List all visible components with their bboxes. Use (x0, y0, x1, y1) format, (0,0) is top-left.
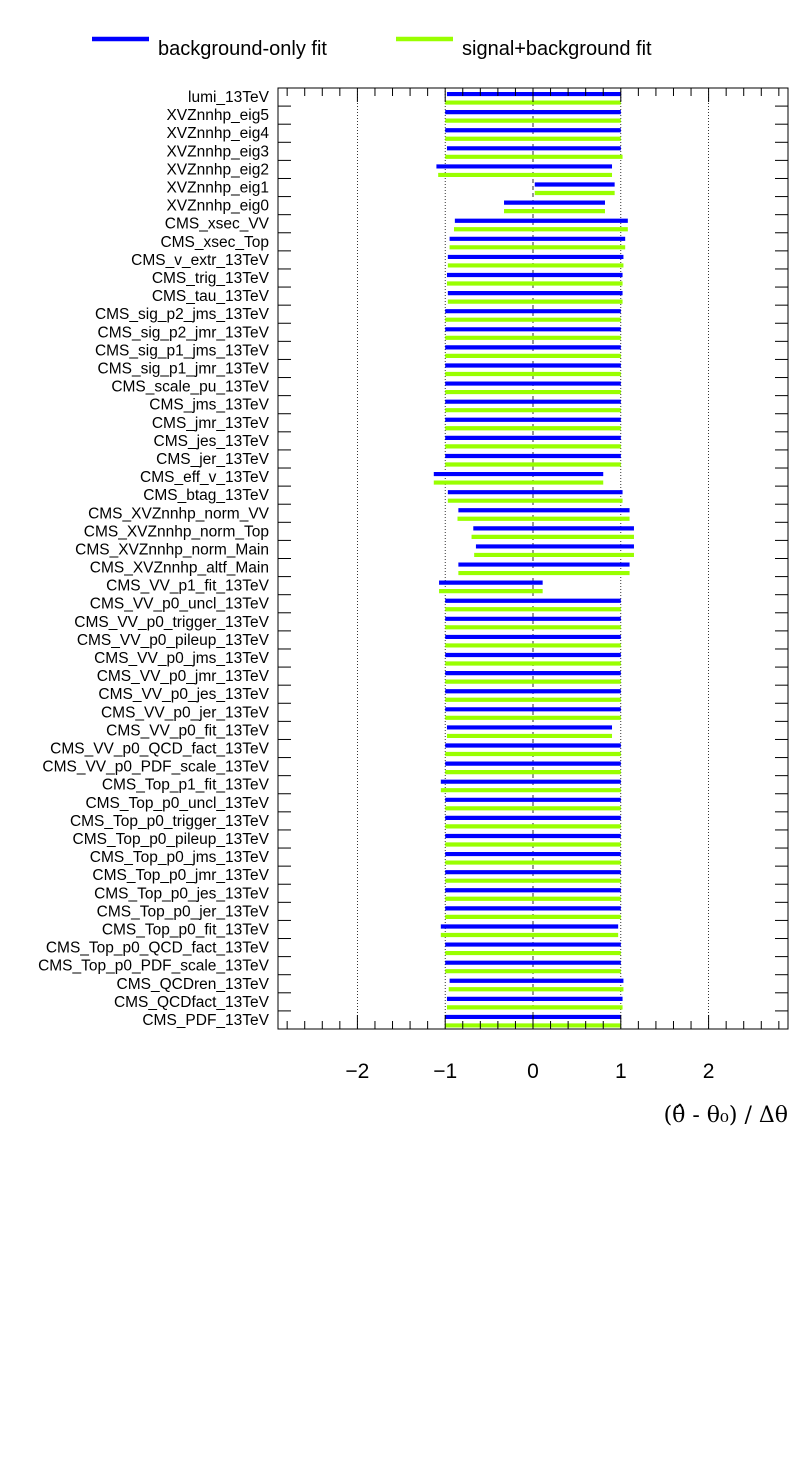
x-axis-ticks (286, 88, 780, 1029)
legend-entry-1: signal+background fit (462, 38, 652, 60)
y-axis-ticks (278, 105, 788, 1012)
y-label: CMS_tau_13TeV (152, 288, 270, 305)
y-label: CMS_Top_p0_jms_13TeV (90, 849, 270, 866)
y-label: CMS_VV_p0_trigger_13TeV (74, 614, 269, 631)
y-label: CMS_eff_v_13TeV (140, 469, 270, 486)
y-label: CMS_VV_p0_pileup_13TeV (77, 632, 270, 649)
y-label: CMS_VV_p1_fit_13TeV (106, 578, 270, 595)
y-label: CMS_trig_13TeV (152, 270, 270, 287)
y-label: CMS_QCDfact_13TeV (114, 994, 270, 1011)
y-label: CMS_sig_p2_jms_13TeV (95, 306, 270, 323)
y-label: CMS_xsec_Top (160, 234, 269, 251)
y-label: XVZnnhp_eig0 (166, 198, 269, 215)
y-label: CMS_sig_p1_jms_13TeV (95, 342, 270, 359)
y-label: CMS_jms_13TeV (149, 397, 269, 414)
y-label: CMS_xsec_VV (165, 216, 270, 233)
y-label: CMS_v_extr_13TeV (131, 252, 270, 269)
y-label: CMS_VV_p0_jes_13TeV (98, 686, 269, 703)
x-tick-label: −2 (345, 1060, 369, 1083)
y-label: CMS_sig_p1_jmr_13TeV (98, 360, 270, 377)
y-label: CMS_Top_p0_PDF_scale_13TeV (38, 958, 270, 975)
x-tick-label: 2 (703, 1060, 715, 1083)
y-label: CMS_VV_p0_jer_13TeV (101, 704, 270, 721)
x-tick-label: 1 (615, 1060, 627, 1083)
y-label: CMS_Top_p0_jmr_13TeV (92, 867, 269, 884)
legend-entry-0: background-only fit (158, 38, 327, 60)
y-label: CMS_btag_13TeV (143, 487, 269, 504)
y-label: CMS_XVZnnhp_norm_VV (88, 505, 270, 522)
y-label: XVZnnhp_eig1 (166, 180, 269, 197)
y-label: XVZnnhp_eig5 (166, 107, 269, 124)
y-label: CMS_XVZnnhp_altf_Main (90, 560, 269, 577)
y-label: CMS_Top_p0_trigger_13TeV (70, 813, 270, 830)
y-label: CMS_XVZnnhp_norm_Top (84, 523, 269, 540)
y-label: CMS_Top_p0_pileup_13TeV (73, 831, 270, 848)
y-label: CMS_sig_p2_jmr_13TeV (98, 324, 270, 341)
x-tick-label: −1 (433, 1060, 457, 1083)
y-label: CMS_jmr_13TeV (152, 415, 270, 432)
pull-bars (433, 91, 634, 1028)
legend: background-only fit signal+background fit (92, 36, 652, 60)
x-axis-title: (θ̂ - θ₀) / Δθ (664, 1103, 788, 1128)
y-label: CMS_jer_13TeV (156, 451, 270, 468)
x-axis-tick-labels: −2 −1 0 1 2 (345, 1060, 714, 1083)
y-label: CMS_Top_p0_jer_13TeV (97, 903, 270, 920)
y-label: CMS_VV_p0_QCD_fact_13TeV (50, 741, 270, 758)
y-label: CMS_VV_p0_jmr_13TeV (97, 668, 270, 685)
x-tick-label: 0 (527, 1060, 539, 1083)
y-label: CMS_VV_p0_PDF_scale_13TeV (42, 759, 269, 776)
y-label: XVZnnhp_eig3 (166, 143, 269, 160)
y-label: lumi_13TeV (188, 89, 270, 106)
y-label: CMS_QCDren_13TeV (117, 976, 270, 993)
y-label: CMS_VV_p0_uncl_13TeV (90, 596, 270, 613)
y-label: CMS_Top_p0_QCD_fact_13TeV (46, 940, 270, 957)
y-label: CMS_jes_13TeV (154, 433, 270, 450)
y-label: CMS_Top_p0_fit_13TeV (102, 921, 270, 938)
y-label: CMS_scale_pu_13TeV (111, 379, 269, 396)
y-label: CMS_Top_p0_uncl_13TeV (85, 795, 269, 812)
y-label: CMS_VV_p0_fit_13TeV (106, 722, 270, 739)
y-label: CMS_Top_p0_jes_13TeV (94, 885, 270, 902)
y-label: CMS_XVZnnhp_norm_Main (75, 541, 269, 558)
y-label: XVZnnhp_eig2 (166, 161, 269, 178)
y-label: XVZnnhp_eig4 (166, 125, 269, 142)
y-label: CMS_VV_p0_jms_13TeV (94, 650, 270, 667)
y-label: CMS_PDF_13TeV (142, 1012, 269, 1029)
y-label: CMS_Top_p1_fit_13TeV (102, 777, 270, 794)
y-axis-labels: lumi_13TeVXVZnnhp_eig5XVZnnhp_eig4XVZnnh… (38, 89, 270, 1029)
